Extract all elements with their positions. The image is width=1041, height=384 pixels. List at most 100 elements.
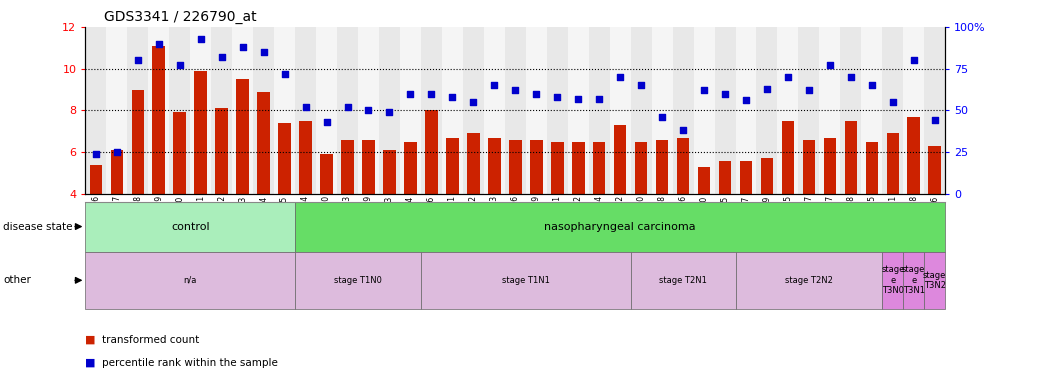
Point [213,54,230,60]
Bar [488,137,501,194]
Bar [295,27,316,194]
Bar [253,27,274,194]
Bar [593,142,606,194]
Point [591,96,608,102]
Bar [236,79,249,194]
Text: stage T1N1: stage T1N1 [502,276,550,285]
Point [801,87,817,93]
Bar [526,27,547,194]
Bar [341,140,354,194]
Point [360,107,377,114]
Bar [321,154,333,194]
Point [885,99,902,105]
Bar [567,27,589,194]
Bar [677,137,689,194]
Bar [110,150,123,194]
Point [87,151,104,157]
Bar [840,27,861,194]
Bar [447,137,459,194]
Bar [484,27,505,194]
Text: ■: ■ [85,335,96,345]
Text: nasopharyngeal carcinoma: nasopharyngeal carcinoma [544,222,696,232]
Bar [718,161,732,194]
Bar [232,27,253,194]
Bar [697,167,710,194]
Point [633,82,650,88]
Bar [861,27,883,194]
Point [465,99,482,105]
Bar [551,142,563,194]
Bar [589,27,610,194]
Bar [383,150,396,194]
Point [193,35,209,41]
Point [486,82,503,88]
Text: disease state: disease state [3,222,73,232]
Bar [195,71,207,194]
Bar [610,27,631,194]
Bar [127,27,148,194]
Point [926,118,943,124]
Bar [90,165,102,194]
Bar [170,27,191,194]
Bar [887,133,899,194]
Text: stage
T3N2: stage T3N2 [923,271,946,290]
Bar [761,159,773,194]
Bar [672,27,693,194]
Bar [421,27,441,194]
Bar [904,27,924,194]
Bar [631,27,652,194]
Bar [191,27,211,194]
Bar [656,140,668,194]
Text: transformed count: transformed count [102,335,199,345]
Bar [174,113,186,194]
Bar [278,123,290,194]
Bar [819,27,840,194]
Text: percentile rank within the sample: percentile rank within the sample [102,358,278,368]
Point [402,91,418,97]
Point [423,91,439,97]
Point [108,149,125,155]
Bar [274,27,295,194]
Bar [883,27,904,194]
Point [445,94,461,100]
Bar [714,27,736,194]
Bar [299,121,312,194]
Bar [404,142,416,194]
Point [906,57,922,63]
Bar [316,27,337,194]
Point [129,57,146,63]
Point [654,114,670,120]
Bar [908,117,920,194]
Text: other: other [3,275,31,285]
Bar [865,142,879,194]
Bar [358,27,379,194]
Point [842,74,859,80]
Bar [509,140,522,194]
Bar [924,27,945,194]
Bar [823,137,836,194]
Point [298,104,314,110]
Bar [505,27,526,194]
Bar [757,27,778,194]
Bar [572,142,584,194]
Bar [530,140,542,194]
Point [549,94,565,100]
Point [738,97,755,103]
Point [780,74,796,80]
Bar [400,27,421,194]
Text: GDS3341 / 226790_at: GDS3341 / 226790_at [104,10,257,23]
Point [821,62,838,68]
Bar [798,27,819,194]
Text: stage T1N0: stage T1N0 [334,276,382,285]
Bar [736,27,757,194]
Point [234,44,251,50]
Text: control: control [171,222,209,232]
Point [863,82,880,88]
Point [319,119,335,125]
Text: ■: ■ [85,358,96,368]
Bar [740,161,753,194]
Point [759,86,776,92]
Bar [463,27,484,194]
Point [569,96,586,102]
Bar [215,108,228,194]
